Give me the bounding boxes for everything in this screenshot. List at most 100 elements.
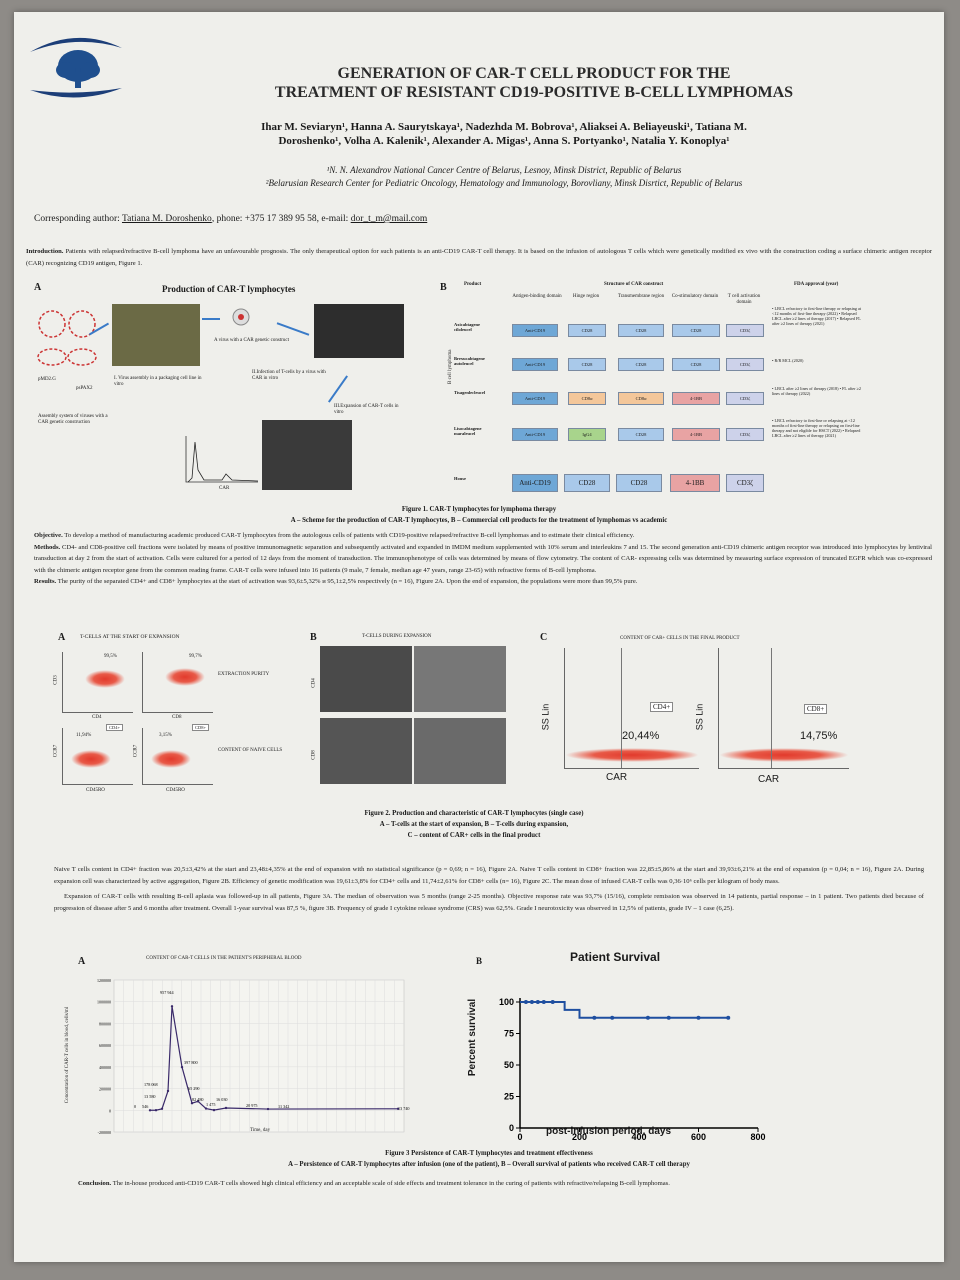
axis-cd45ro-a: CD45RO	[86, 788, 105, 793]
survival-chart: 0 25 50 75 100 0 200 400 600 800	[499, 997, 766, 1142]
fig3-panel-b-label: B	[476, 956, 483, 966]
expansion-text: Expansion of CAR-T cells with resulting …	[54, 893, 924, 912]
axis-cd8: CD8	[172, 715, 182, 720]
data-point	[170, 1005, 174, 1008]
methods-text: CD4- and CD8-positive cell fractions wer…	[34, 543, 932, 574]
col-hinge: Hinge region	[572, 294, 600, 299]
gate-car-cd4: CD4+	[650, 702, 674, 712]
objective-heading: Objective.	[34, 532, 63, 539]
data-label: 957 944	[160, 990, 175, 995]
y-tick-label: 600000	[99, 1043, 111, 1048]
domain-costim: 4-1BB	[670, 474, 720, 492]
fig2-panel-b-label: B	[310, 632, 317, 643]
fig3-panel-a-title: CONTENT OF CAR-T CELLS IN THE PATIENT'S …	[146, 956, 302, 961]
data-label: 397 800	[184, 1060, 198, 1065]
product-row: Tisagenlecleucel Anti-CD19 CD8α CD8α 4-1…	[454, 390, 764, 406]
x-tick-label: 400	[631, 1132, 646, 1142]
survival-chart-title: Patient Survival	[570, 950, 661, 964]
domain-hinge: IgG4	[568, 428, 606, 441]
objective-methods: Objective. To develop a method of manufa…	[34, 530, 932, 588]
corresponding-author: Corresponding author: Tatiana M. Doroshe…	[34, 214, 427, 224]
car-t-persistence-chart: 1200000 1000000 800000 600000 400000 200000 0 -…	[97, 978, 410, 1135]
axis-ss-lin-b: SS Lin	[694, 703, 705, 731]
table-header-structure: Structure of CAR construct	[604, 282, 664, 287]
data-label: 0	[134, 1104, 136, 1109]
corr-email-link[interactable]: dor_t_m@mail.com	[350, 214, 428, 224]
methods-heading: Methods.	[34, 543, 61, 551]
fig3-caption: Figure 3 Persistence of CAR-T lymphocyte…	[94, 1148, 884, 1170]
fig2-caption: Figure 2. Production and characteristic …	[274, 808, 674, 841]
domain-costim: CD28	[672, 358, 720, 371]
y-tick-label: 1200000	[97, 978, 111, 983]
domain-activation: CD3ζ	[726, 358, 764, 371]
affiliation-1: ¹N. N. Alexandrov National Cancer Centre…	[326, 165, 682, 175]
affiliation-2: ²Belarusian Research Center for Pediatri…	[265, 178, 743, 188]
poster: GENERATION OF CAR-T CELL PRODUCT FOR THE…	[14, 12, 944, 1262]
domain-costim: 4-1BB	[672, 392, 720, 405]
data-label: 13 580	[144, 1094, 156, 1099]
authors-line-1: Ihar M. Seviaryn¹, Hanna A. Saurytskaya¹…	[261, 121, 747, 133]
table-header-fda: FDA approval (year)	[794, 282, 839, 287]
product-name: House	[454, 476, 467, 481]
naive-cd8: 3,15%	[159, 733, 172, 738]
y-tick-label: 50	[504, 1060, 514, 1070]
data-label: 178 068	[144, 1082, 158, 1087]
institution-logo	[30, 37, 122, 98]
chart-a-xlabel: Time, day	[250, 1128, 271, 1133]
results-text: The purity of the separated CD4+ and CD8…	[57, 578, 638, 585]
domain-costim: 4-1BB	[672, 428, 720, 441]
x-tick-label: 200	[572, 1132, 587, 1142]
fda-approval: • LBCL refractory to first-line therapy …	[772, 306, 861, 326]
authors-line-2: Doroshenko¹, Volha A. Kalenik¹, Alexande…	[278, 135, 730, 147]
data-label: 11 342	[278, 1104, 289, 1109]
naive-text: Naive T cells content in CD4+ fraction w…	[54, 866, 924, 885]
car-structure-table: Product Structure of CAR construct FDA a…	[448, 282, 934, 492]
expansion-micrograph-2	[414, 646, 506, 712]
domain-antigen: Anti-CD19	[512, 358, 558, 371]
data-label: 65 290	[188, 1086, 200, 1091]
authors: Ihar M. Seviaryn¹, Hanna A. Saurytskaya¹…	[124, 120, 884, 148]
x-tick-label: 0	[517, 1132, 522, 1142]
fig2-panel-a-label: A	[58, 632, 66, 643]
data-point	[190, 1101, 194, 1105]
plasmid-1-label: pMD2.G	[38, 377, 56, 382]
step-2-label: A virus with a CAR genetic construct	[214, 338, 289, 343]
censor-mark	[610, 1015, 615, 1020]
y-tick-label: 25	[504, 1092, 514, 1102]
product-row: Lisocabtagene maraleucel Anti-CD19 IgG4 …	[454, 426, 764, 442]
conclusion-heading: Conclusion.	[78, 1180, 112, 1187]
x-tick-label: 600	[691, 1132, 706, 1142]
expansion-micrograph-1	[320, 646, 412, 712]
fda-approval: • LBCL refractory to first-line or relap…	[772, 418, 861, 438]
expansion-micrograph-3	[320, 718, 412, 784]
step-4-label: III.Expansion of CAR-T cells in vitro	[334, 404, 399, 415]
domain-hinge: CD28	[564, 474, 610, 492]
fig2-panel-c-title: CONTENT OF CAR+ CELLS IN THE FINAL PRODU…	[620, 636, 740, 641]
domain-costim: CD28	[672, 324, 720, 337]
survival-ylabel: Percent survival	[467, 998, 479, 1077]
y-tick-label: 75	[504, 1029, 514, 1039]
y-tick-label: 800000	[99, 1021, 111, 1026]
censor-mark	[696, 1015, 701, 1020]
product-name: Lisocabtagene maraleucel	[454, 426, 482, 436]
y-tick-label: 0	[509, 1123, 514, 1133]
axis-cd3: CD3	[53, 675, 59, 685]
extraction-purity-label: EXTRACTION PURITY	[218, 672, 270, 677]
censor-mark	[645, 1015, 650, 1020]
arrow-icon	[202, 318, 220, 320]
packaging-cells-micrograph	[112, 304, 200, 366]
fig2-panel-a-title: T-CELLS AT THE START OF EXPANSION	[80, 634, 180, 640]
data-point	[160, 1107, 164, 1111]
data-label: 546	[142, 1104, 148, 1109]
fig1-caption: Figure 1. CAR-T lymphocytes for lymphoma…	[14, 504, 944, 526]
censor-mark	[535, 1000, 540, 1004]
arrow-icon	[276, 322, 310, 336]
fig1-caption-title: Figure 1. CAR-T lymphocytes for lymphoma…	[401, 506, 557, 513]
fda-approval: • R/R MCL (2020)	[772, 358, 804, 363]
data-label: 13 740	[398, 1106, 410, 1111]
censor-mark	[592, 1015, 597, 1020]
censor-mark	[666, 1015, 671, 1020]
y-tick-label: 1000000	[97, 1000, 111, 1005]
y-tick-label: 0	[109, 1108, 111, 1113]
infected-cells-micrograph	[314, 304, 404, 358]
